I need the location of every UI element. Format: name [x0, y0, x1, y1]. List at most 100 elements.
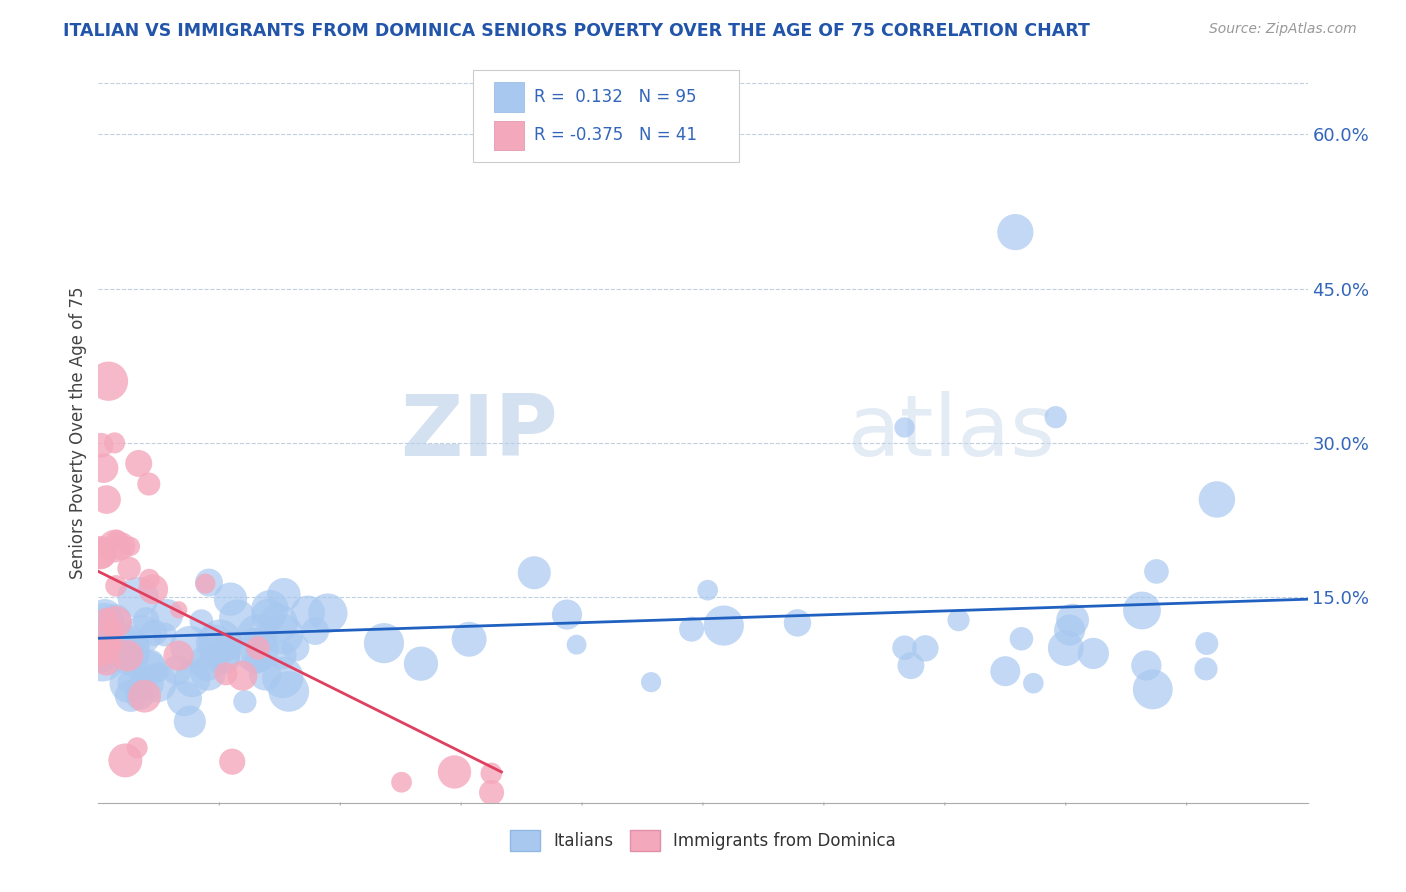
Point: [1054, 641, 1077, 656]
Point: [96, 613, 118, 627]
Point: [103, 623, 125, 637]
Point: [89, 641, 111, 656]
Point: [893, 640, 915, 655]
Point: [173, 691, 195, 706]
Point: [125, 740, 148, 755]
Point: [271, 627, 294, 641]
Point: [1004, 225, 1026, 239]
Point: [118, 676, 141, 690]
Point: [166, 663, 188, 677]
Point: [1010, 632, 1032, 646]
Point: [181, 672, 204, 686]
Point: [94, 635, 117, 649]
Point: [118, 675, 141, 690]
Point: [179, 714, 201, 729]
Point: [131, 627, 153, 641]
Point: [304, 624, 326, 639]
Point: [118, 642, 141, 657]
Point: [197, 665, 219, 680]
Point: [640, 675, 662, 690]
Point: [97, 374, 120, 388]
Point: [267, 616, 290, 631]
Point: [194, 576, 217, 591]
Text: R =  0.132   N = 95: R = 0.132 N = 95: [534, 88, 696, 106]
Point: [233, 695, 256, 709]
Point: [128, 457, 150, 471]
Point: [246, 640, 269, 655]
Point: [156, 608, 179, 623]
Point: [148, 665, 170, 680]
Point: [197, 656, 219, 670]
Point: [1195, 662, 1218, 676]
Point: [96, 655, 118, 669]
Point: [135, 613, 157, 627]
Y-axis label: Seniors Poverty Over the Age of 75: Seniors Poverty Over the Age of 75: [69, 286, 87, 579]
Point: [245, 654, 267, 668]
Point: [90, 644, 112, 658]
Point: [89, 648, 111, 662]
Point: [143, 625, 166, 640]
Point: [118, 640, 141, 654]
Point: [245, 643, 267, 657]
Point: [142, 582, 165, 597]
Text: atlas: atlas: [848, 391, 1056, 475]
Point: [93, 616, 115, 631]
Point: [1135, 658, 1157, 673]
Point: [134, 689, 156, 703]
Point: [90, 438, 112, 452]
Point: [120, 540, 142, 554]
Point: [209, 647, 232, 661]
Point: [555, 607, 578, 622]
Point: [209, 634, 232, 648]
Point: [994, 664, 1017, 678]
Point: [98, 621, 121, 635]
Point: [218, 639, 240, 653]
Point: [1206, 492, 1229, 507]
Text: ZIP: ZIP: [401, 391, 558, 475]
Point: [219, 592, 242, 607]
Point: [316, 606, 339, 620]
Point: [94, 609, 117, 624]
Point: [114, 753, 136, 767]
Point: [1059, 623, 1081, 637]
Point: [254, 667, 277, 681]
Text: R = -0.375   N = 41: R = -0.375 N = 41: [534, 127, 697, 145]
Point: [103, 539, 125, 553]
Point: [1045, 410, 1067, 425]
Point: [101, 637, 124, 651]
Point: [89, 546, 111, 560]
Point: [139, 657, 162, 672]
Point: [1195, 636, 1218, 650]
Point: [391, 775, 413, 789]
Point: [138, 661, 160, 675]
Point: [110, 539, 132, 553]
Point: [103, 436, 125, 450]
FancyBboxPatch shape: [474, 70, 740, 162]
Point: [271, 648, 294, 663]
Point: [481, 785, 503, 799]
Text: ITALIAN VS IMMIGRANTS FROM DOMINICA SENIORS POVERTY OVER THE AGE OF 75 CORRELATI: ITALIAN VS IMMIGRANTS FROM DOMINICA SENI…: [63, 22, 1090, 40]
Point: [696, 583, 718, 598]
Point: [118, 561, 141, 575]
Bar: [494, 120, 524, 150]
Point: [257, 608, 280, 623]
Point: [153, 627, 176, 641]
Point: [179, 639, 201, 653]
Point: [277, 684, 299, 698]
Point: [245, 652, 267, 666]
Point: [117, 648, 139, 663]
Point: [94, 643, 117, 657]
Point: [243, 632, 266, 646]
Point: [1062, 613, 1084, 627]
Point: [105, 533, 128, 547]
Point: [89, 545, 111, 559]
Point: [246, 628, 269, 642]
Point: [409, 657, 432, 671]
Point: [1022, 676, 1045, 690]
Point: [136, 677, 159, 691]
Point: [138, 477, 160, 491]
Point: [893, 420, 915, 434]
Point: [167, 603, 190, 617]
Point: [105, 615, 128, 629]
Point: [128, 689, 150, 703]
